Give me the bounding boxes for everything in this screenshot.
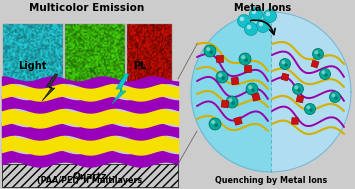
Polygon shape: [311, 60, 319, 68]
Polygon shape: [191, 12, 351, 172]
Text: (PAA/PEI)*n Multilayers: (PAA/PEI)*n Multilayers: [37, 176, 143, 185]
Circle shape: [317, 53, 321, 57]
Circle shape: [214, 123, 218, 127]
Polygon shape: [252, 93, 260, 101]
Bar: [3, 24, 63, 84]
Circle shape: [226, 96, 238, 108]
Bar: [65, 24, 125, 84]
Circle shape: [279, 59, 290, 70]
Circle shape: [320, 68, 331, 80]
Circle shape: [251, 88, 255, 92]
Polygon shape: [234, 117, 242, 125]
Polygon shape: [217, 55, 224, 63]
Circle shape: [211, 120, 215, 124]
Text: Quartz: Quartz: [73, 171, 107, 180]
Circle shape: [294, 85, 298, 89]
Circle shape: [321, 70, 325, 74]
Circle shape: [257, 19, 269, 33]
Circle shape: [239, 53, 251, 65]
Circle shape: [247, 25, 251, 29]
Circle shape: [240, 17, 244, 21]
Circle shape: [334, 96, 338, 100]
Circle shape: [312, 49, 323, 60]
Circle shape: [306, 105, 310, 109]
Circle shape: [228, 98, 232, 102]
Circle shape: [263, 9, 277, 22]
Circle shape: [329, 91, 340, 102]
Polygon shape: [281, 73, 289, 81]
Circle shape: [216, 71, 228, 83]
Circle shape: [282, 60, 285, 64]
Circle shape: [244, 58, 248, 62]
Circle shape: [209, 50, 213, 54]
Circle shape: [245, 22, 257, 36]
Circle shape: [204, 45, 216, 57]
Circle shape: [206, 47, 210, 51]
Circle shape: [297, 88, 301, 92]
Circle shape: [293, 84, 304, 94]
Text: Light: Light: [18, 61, 47, 71]
Circle shape: [218, 73, 222, 77]
Circle shape: [310, 108, 313, 112]
Circle shape: [248, 85, 252, 89]
Circle shape: [237, 15, 251, 28]
Polygon shape: [245, 66, 251, 73]
Polygon shape: [231, 77, 239, 85]
Circle shape: [266, 12, 270, 16]
Circle shape: [250, 8, 262, 20]
Polygon shape: [221, 100, 229, 108]
Circle shape: [315, 50, 318, 54]
Polygon shape: [42, 74, 58, 101]
Text: PL: PL: [133, 61, 146, 71]
Circle shape: [222, 76, 225, 80]
Circle shape: [284, 64, 288, 67]
Circle shape: [259, 22, 263, 26]
Text: Multicolor Emission: Multicolor Emission: [29, 3, 144, 13]
Polygon shape: [296, 95, 304, 103]
Bar: [2, 164, 178, 187]
Text: Quenching by Metal Ions: Quenching by Metal Ions: [215, 176, 327, 185]
Polygon shape: [292, 118, 298, 124]
Circle shape: [305, 104, 316, 115]
Bar: [127, 24, 172, 84]
Circle shape: [246, 83, 258, 95]
Circle shape: [231, 101, 235, 105]
Polygon shape: [112, 74, 129, 104]
Circle shape: [252, 10, 256, 14]
Circle shape: [324, 74, 328, 77]
Text: Metal Ions: Metal Ions: [234, 3, 291, 13]
Circle shape: [241, 55, 245, 59]
Polygon shape: [191, 12, 271, 172]
Circle shape: [332, 93, 335, 97]
Circle shape: [209, 118, 221, 130]
